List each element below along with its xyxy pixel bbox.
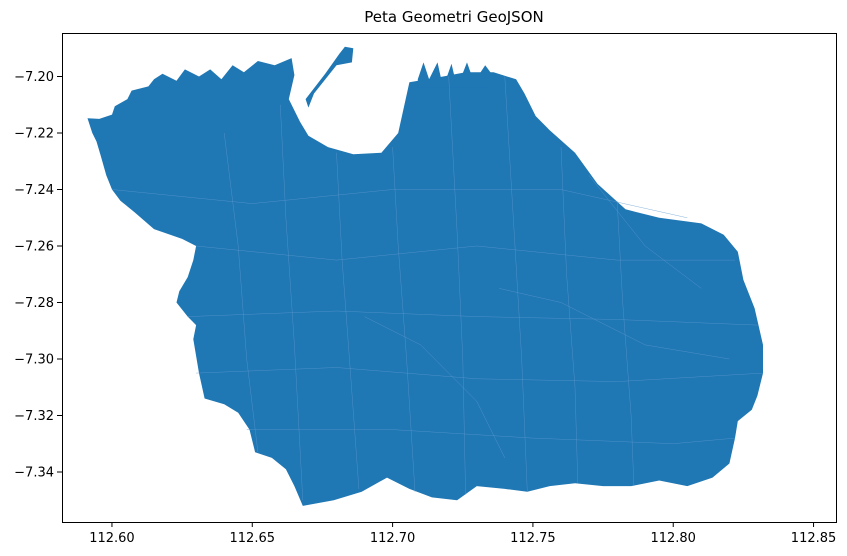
district-boundary-line [246,429,736,444]
harbor-pier-polygon [417,62,494,88]
x-tick-label: 112.85 [791,531,837,546]
jetty-polygon [305,46,354,108]
y-tick-label: −7.28 [14,296,54,311]
district-boundary-line [196,367,764,382]
district-boundary-line [196,245,735,261]
y-tick-label: −7.22 [14,127,54,142]
x-tick-label: 112.70 [370,531,416,546]
x-axis: 112.60 112.65 112.70 112.75 112.80 112.85 [89,522,836,546]
district-boundary-line [560,147,579,484]
district-boundary-line [588,175,702,289]
map-title: Peta Geometri GeoJSON [364,8,543,26]
district-boundary-line [280,104,304,501]
x-tick-label: 112.75 [510,531,556,546]
x-tick-label: 112.65 [230,531,276,546]
y-tick-label: −7.24 [14,183,54,198]
district-boundary-line [504,76,528,492]
district-boundary-line [364,316,506,459]
y-tick-label: −7.30 [14,353,54,368]
district-boundary-line [499,288,730,360]
district-boundary-line [616,200,635,487]
y-tick-label: −7.20 [14,70,54,85]
y-axis: −7.20 −7.22 −7.24 −7.26 −7.28 −7.30 −7.32 −7.34 [14,70,62,480]
y-tick-label: −7.32 [14,409,54,424]
district-boundary-line [448,76,466,495]
district-boundary-line [336,152,360,489]
district-boundary-line [111,189,688,219]
x-tick-label: 112.80 [650,531,696,546]
district-boundary-line [187,310,758,326]
district-boundary-line [223,132,259,453]
y-tick-label: −7.34 [14,465,54,480]
x-tick-label: 112.60 [89,531,135,546]
district-boundaries [111,76,764,501]
y-tick-label: −7.26 [14,240,54,255]
map-geometry-layer [87,46,764,506]
axes-frame [62,33,837,523]
district-boundary-line [392,147,416,492]
city-area-polygon [87,58,763,506]
